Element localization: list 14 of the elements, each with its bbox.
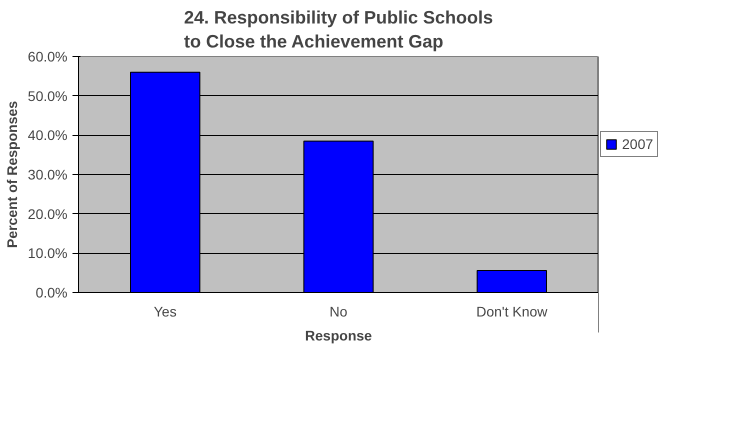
legend-label: 2007: [622, 136, 654, 152]
y-tick-label: 30.0%: [28, 166, 68, 182]
y-tick-label: 40.0%: [28, 127, 68, 144]
x-tick-label: No: [330, 304, 348, 320]
y-tick-label: 50.0%: [28, 88, 68, 104]
y-axis-title: Percent of Responses: [4, 100, 20, 248]
y-tick-label: 0.0%: [36, 284, 68, 300]
chart-title: 24. Responsibility of Public Schools to Close the Achievement Gap: [184, 8, 494, 52]
y-tick-label: 20.0%: [28, 206, 68, 222]
x-tick-label: Yes: [154, 304, 177, 320]
x-tick-label: Don't Know: [476, 304, 548, 320]
y-tick-label: 60.0%: [28, 48, 68, 64]
x-axis-title: Response: [305, 328, 372, 344]
y-tick-label: 10.0%: [28, 245, 68, 262]
